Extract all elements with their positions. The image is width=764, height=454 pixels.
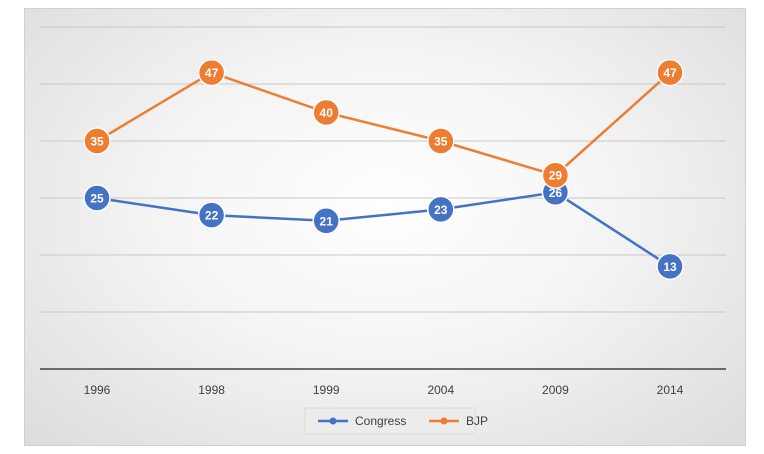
- data-point-bjp: [427, 127, 455, 155]
- x-axis-tick-labels: 1996 1998 1999 2004 2009 2014: [84, 383, 684, 397]
- data-point-bjp: [541, 161, 570, 189]
- data-label-bjp: 40: [320, 106, 334, 120]
- data-label-congress: 22: [205, 209, 219, 223]
- x-tick-label: 2004: [427, 383, 454, 397]
- data-point-bjp: [83, 127, 111, 155]
- series-bjp: 35 47 40 35 29 47: [83, 58, 684, 189]
- data-point-congress: [312, 207, 340, 235]
- legend-label-bjp: BJP: [466, 414, 488, 428]
- data-label-congress: 13: [663, 260, 677, 274]
- legend-marker-congress: [329, 417, 337, 425]
- data-label-bjp: 35: [90, 135, 104, 149]
- x-tick-label: 1996: [84, 383, 111, 397]
- x-tick-label: 2009: [542, 383, 569, 397]
- series-lines: 25 22 21 23 26 13 35 47 40 35 29 47: [83, 58, 684, 281]
- legend-label-congress: Congress: [355, 414, 406, 428]
- data-point-congress: [427, 195, 455, 224]
- data-label-congress: 26: [549, 186, 563, 200]
- data-point-bjp: [197, 58, 226, 87]
- data-point-congress: [83, 184, 111, 212]
- data-label-bjp: 35: [434, 135, 448, 149]
- data-label-congress: 21: [320, 214, 334, 228]
- data-label-congress: 25: [90, 192, 104, 206]
- data-label-congress: 23: [434, 203, 448, 217]
- data-label-bjp: 29: [549, 169, 563, 183]
- chart-area: [24, 8, 746, 446]
- x-tick-label: 1998: [198, 383, 225, 397]
- series-line-congress: [96, 191, 671, 268]
- data-label-bjp: 47: [663, 66, 677, 80]
- data-point-bjp: [656, 58, 684, 87]
- data-point-bjp: [312, 98, 340, 127]
- legend-marker-bjp: [440, 417, 448, 425]
- legend: Congress BJP: [304, 407, 488, 435]
- data-label-bjp: 47: [205, 66, 219, 80]
- data-point-congress: [197, 201, 226, 229]
- x-tick-label: 1999: [313, 383, 340, 397]
- x-tick-label: 2014: [657, 383, 684, 397]
- series-line-bjp: [96, 71, 671, 177]
- series-congress: 25 22 21 23 26 13: [83, 178, 684, 281]
- gridlines: [40, 26, 726, 313]
- data-point-congress: [656, 252, 684, 281]
